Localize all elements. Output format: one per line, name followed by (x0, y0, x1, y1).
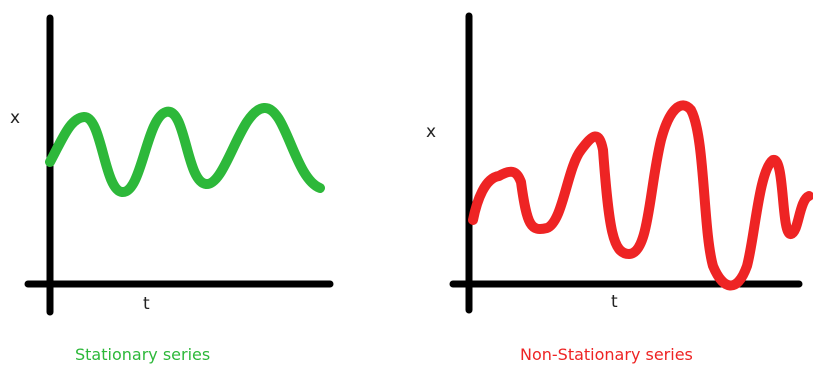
y-axis-label: x (10, 108, 21, 128)
non-stationary-diagram (449, 12, 813, 314)
y-axis-label: x (426, 122, 437, 142)
stationary-panel: x t Stationary series (0, 0, 400, 370)
x-axis-label: t (611, 292, 618, 312)
x-axis-label: t (143, 294, 150, 314)
non-stationary-curve (468, 100, 813, 291)
non-stationary-panel: x t Non-Stationary series (413, 0, 813, 370)
stationary-curve (45, 103, 325, 197)
non-stationary-caption: Non-Stationary series (520, 345, 693, 364)
stationary-caption: Stationary series (75, 345, 211, 364)
stationary-diagram (24, 14, 334, 316)
